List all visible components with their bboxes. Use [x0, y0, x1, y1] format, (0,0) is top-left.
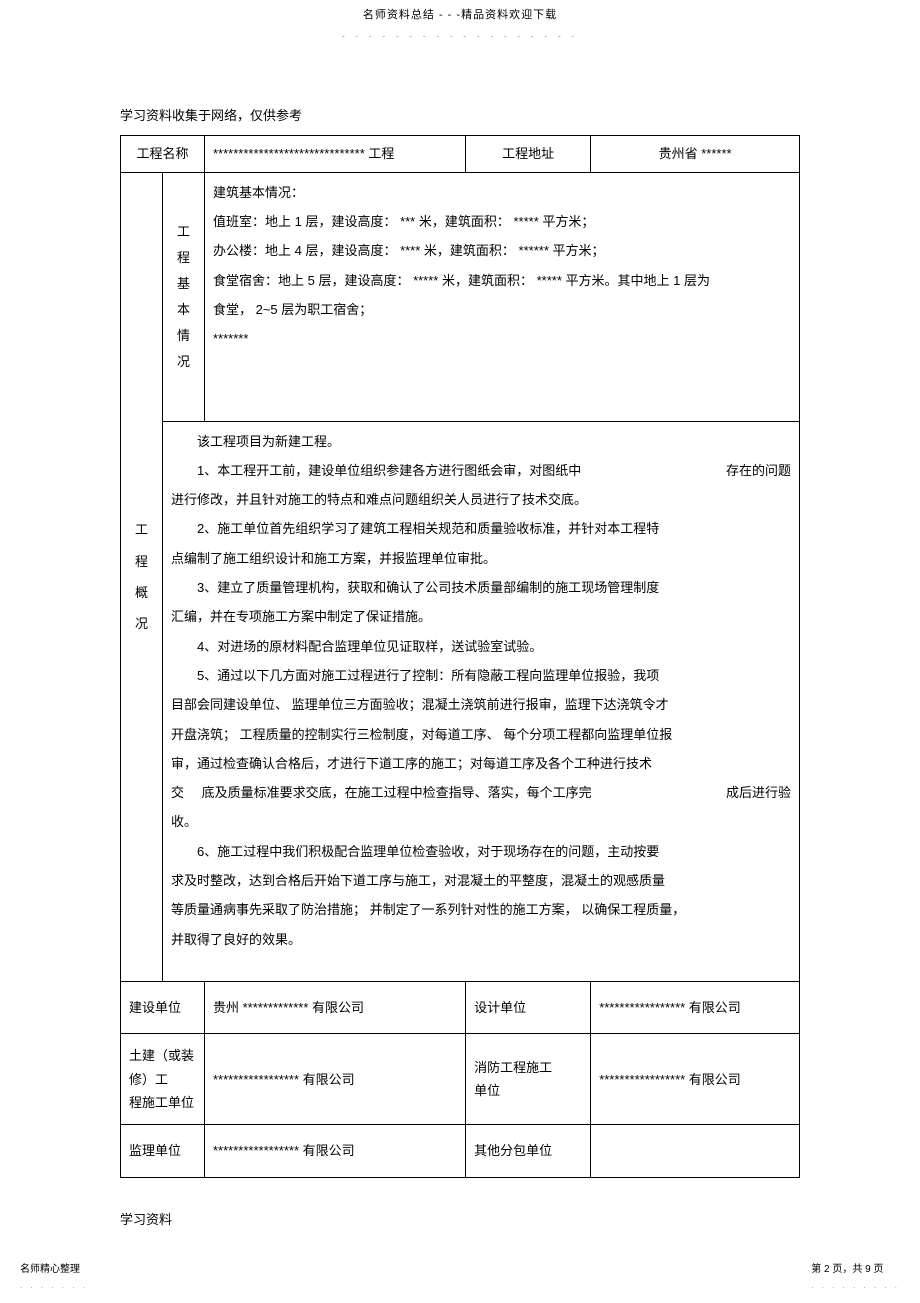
units-row-2: 土建（或装修）工 程施工单位 ***************** 有限公司 消防… [121, 1034, 800, 1125]
desc-line: 该工程项目为新建工程。 [171, 428, 791, 455]
label-line: 消防工程施工 [474, 1056, 582, 1079]
desc-line: 点编制了施工组织设计和施工方案，并报监理单位审批。 [171, 545, 791, 572]
situation-cell: 建筑基本情况： 值班室：地上 1 层，建设高度： *** 米，建筑面积： ***… [205, 172, 800, 421]
desc-cell: 该工程项目为新建工程。 1、本工程开工前，建设单位组织参建各方进行图纸会审，对图… [163, 421, 800, 981]
desc-span: 底及质量标准要求交底，在施工过程中检查指导、落实，每个工序完 [202, 785, 592, 800]
situation-line: 食堂宿舍：地上 5 层，建设高度： ***** 米，建筑面积： ***** 平方… [213, 267, 791, 294]
footer-right-text: 第 2 页，共 9 页 [811, 1261, 900, 1279]
header-top-line: 名师资料总结 - - -精品资料欢迎下载 [0, 0, 920, 28]
subtitle: 学习资料收集于网络，仅供参考 [120, 104, 800, 127]
sub-label-text: 工 [171, 219, 196, 245]
project-name-value: ****************************** 工程 [205, 136, 466, 172]
label-design-unit: 设计单位 [466, 981, 591, 1033]
label-fire-unit: 消防工程施工 单位 [466, 1034, 591, 1125]
desc-line: 5、通过以下几方面对施工过程进行了控制：所有隐蔽工程向监理单位报验，我项 [171, 662, 791, 689]
desc-line: 1、本工程开工前，建设单位组织参建各方进行图纸会审，对图纸中 存在的问题 [171, 457, 791, 484]
desc-line: 交 底及质量标准要求交底，在施工过程中检查指导、落实，每个工序完 成后进行验 [171, 779, 791, 806]
label-supervision-unit: 监理单位 [121, 1125, 205, 1177]
val-other-unit [591, 1125, 800, 1177]
label-line: 土建（或装修）工 [129, 1044, 196, 1091]
side-label-text: 工 [129, 514, 154, 545]
sub-label-situation: 工 程 基 本 情 况 [163, 172, 205, 421]
label-line: 单位 [474, 1079, 582, 1102]
units-row-1: 建设单位 贵州 ************* 有限公司 设计单位 ********… [121, 981, 800, 1033]
desc-line: 等质量通病事先采取了防治措施； 并制定了一系列针对性的施工方案， 以确保工程质量… [171, 896, 791, 923]
spacer [213, 355, 791, 415]
desc-line: 6、施工过程中我们积极配合监理单位检查验收，对于现场存在的问题，主动按要 [171, 838, 791, 865]
content-wrapper: 学习资料收集于网络，仅供参考 工程名称 ********************… [0, 104, 920, 1231]
label-line: 程施工单位 [129, 1091, 196, 1114]
desc-span: 1、本工程开工前，建设单位组织参建各方进行图纸会审，对图纸中 [171, 457, 581, 484]
footer-note: 学习资料 [120, 1208, 800, 1231]
sub-label-text: 本 [171, 297, 196, 323]
side-label-overview: 工 程 概 况 [121, 172, 163, 981]
side-label-text: 况 [129, 608, 154, 639]
page-footer-left: 名师精心整理 . . . . . . . [20, 1261, 88, 1293]
main-table: 工程名称 ****************************** 工程 工… [120, 135, 800, 1177]
desc-line: 求及时整改，达到合格后开始下道工序与施工，对混凝土的平整度，混凝土的观感质量 [171, 867, 791, 894]
spacer [171, 955, 791, 975]
desc-line: 目部会同建设单位、 监理单位三方面验收；混凝土浇筑前进行报审，监理下达浇筑令才 [171, 691, 791, 718]
desc-line: 3、建立了质量管理机构，获取和确认了公司技术质量部编制的施工现场管理制度 [171, 574, 791, 601]
label-project-addr: 工程地址 [466, 136, 591, 172]
overview-situation-row: 工 程 概 况 工 程 基 本 情 况 建筑基本情况： 值班室：地上 1 层，建… [121, 172, 800, 421]
val-design-unit: ***************** 有限公司 [591, 981, 800, 1033]
footer-left-text: 名师精心整理 [20, 1261, 88, 1279]
sub-label-text: 基 [171, 271, 196, 297]
side-label-text: 程 [129, 546, 154, 577]
label-other-unit: 其他分包单位 [466, 1125, 591, 1177]
desc-span: 交 [171, 785, 184, 800]
label-construction-unit: 建设单位 [121, 981, 205, 1033]
footer-left-dots: . . . . . . . [20, 1279, 88, 1293]
desc-line: 开盘浇筑； 工程质量的控制实行三检制度，对每道工序、 每个分项工程都向监理单位报 [171, 721, 791, 748]
desc-span: 存在的问题 [726, 457, 791, 484]
desc-line: 汇编，并在专项施工方案中制定了保证措施。 [171, 603, 791, 630]
val-civil-unit: ***************** 有限公司 [205, 1034, 466, 1125]
desc-line: 4、对进场的原材料配合监理单位见证取样，送试验室试验。 [171, 633, 791, 660]
desc-span: 成后进行验 [726, 779, 791, 806]
situation-line: 值班室：地上 1 层，建设高度： *** 米，建筑面积： ***** 平方米； [213, 208, 791, 235]
header-dots: - - - - - - - - - - - - - - - - - - [0, 28, 920, 44]
val-supervision-unit: ***************** 有限公司 [205, 1125, 466, 1177]
desc-line: 进行修改，并且针对施工的特点和难点问题组织关人员进行了技术交底。 [171, 486, 791, 513]
desc-line: 收。 [171, 808, 791, 835]
sub-label-text: 况 [171, 349, 196, 375]
situation-line: 办公楼：地上 4 层，建设高度： **** 米，建筑面积： ****** 平方米… [213, 237, 791, 264]
situation-title: 建筑基本情况： [213, 179, 791, 206]
desc-line: 2、施工单位首先组织学习了建筑工程相关规范和质量验收标准，并针对本工程特 [171, 515, 791, 542]
label-project-name: 工程名称 [121, 136, 205, 172]
footer-right-dots: . . . . . . . . . [811, 1279, 900, 1293]
project-header-row: 工程名称 ****************************** 工程 工… [121, 136, 800, 172]
val-construction-unit: 贵州 ************* 有限公司 [205, 981, 466, 1033]
val-fire-unit: ***************** 有限公司 [591, 1034, 800, 1125]
label-civil-unit: 土建（或装修）工 程施工单位 [121, 1034, 205, 1125]
situation-line: 食堂， 2~5 层为职工宿舍； [213, 296, 791, 323]
sub-label-text: 情 [171, 323, 196, 349]
page-footer-right: 第 2 页，共 9 页 . . . . . . . . . [811, 1261, 900, 1293]
desc-line: 并取得了良好的效果。 [171, 926, 791, 953]
sub-label-text: 程 [171, 245, 196, 271]
desc-line: 审，通过检查确认合格后，才进行下道工序的施工；对每道工序及各个工种进行技术 [171, 750, 791, 777]
units-row-3: 监理单位 ***************** 有限公司 其他分包单位 [121, 1125, 800, 1177]
project-addr-value: 贵州省 ****** [591, 136, 800, 172]
situation-line: ******* [213, 325, 791, 352]
side-label-text: 概 [129, 577, 154, 608]
overview-desc-row: 该工程项目为新建工程。 1、本工程开工前，建设单位组织参建各方进行图纸会审，对图… [121, 421, 800, 981]
